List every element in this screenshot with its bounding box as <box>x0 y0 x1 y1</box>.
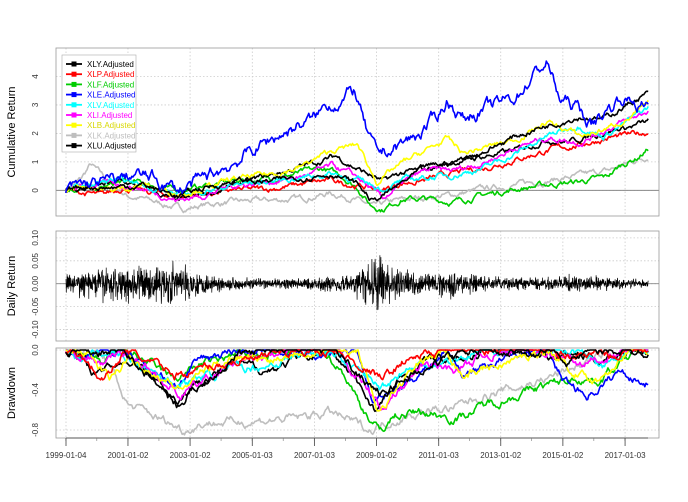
xtick-label: 2001-01-02 <box>107 451 148 460</box>
drawdown-line-xlk <box>65 349 649 436</box>
legend-label: XLV.Adjusted <box>87 101 134 110</box>
legend-entry: XLI.Adjusted <box>66 111 132 120</box>
legend-marker <box>71 112 77 118</box>
legend-label: XLI.Adjusted <box>87 111 132 120</box>
drawdown-line-xlu <box>65 349 649 409</box>
series-line-xly <box>65 90 649 202</box>
panel-daily-return: -0.10 -0.05 0.00 0.05 0.10 Daily Return <box>6 230 660 342</box>
legend-label: XLF.Adjusted <box>87 80 134 89</box>
xtick-label: 1999-01-04 <box>46 451 87 460</box>
legend-entry: XLK.Adjusted <box>66 131 135 140</box>
ytick-label: 4 <box>31 74 40 79</box>
ytick-label: -0.10 <box>31 320 40 339</box>
yaxis-cumulative: 0 1 2 3 4 <box>31 74 40 193</box>
ytick-label: 0.05 <box>31 252 40 268</box>
series-cumulative <box>64 60 649 214</box>
ytick-label: -0.05 <box>31 297 40 316</box>
xtick-label: 2005-01-03 <box>232 451 273 460</box>
ytick-label: 0.00 <box>31 275 40 291</box>
xtick-label: 2015-01-02 <box>542 451 583 460</box>
frame-daily <box>55 230 660 342</box>
legend-entry: XLV.Adjusted <box>66 101 134 110</box>
legend-entry: XLP.Adjusted <box>66 70 134 79</box>
legend-marker <box>71 61 77 67</box>
legend-marker <box>71 81 77 87</box>
series-line-xlp <box>65 129 649 199</box>
legend-label: XLK.Adjusted <box>87 131 135 140</box>
ytick-label: -0.4 <box>31 383 40 397</box>
frame-cumulative <box>55 47 660 217</box>
ytick-label: 3 <box>31 102 40 107</box>
ylabel-daily: Daily Return <box>6 256 18 317</box>
ylabel-drawdown: Drawdown <box>6 367 18 419</box>
series-drawdown <box>64 349 649 436</box>
legend-label: XLP.Adjusted <box>87 70 134 79</box>
legend-marker <box>71 143 77 149</box>
legend-label: XLB.Adjusted <box>87 121 135 130</box>
drawdown-line-xlb <box>65 349 649 412</box>
xtick-label: 2017-01-03 <box>605 451 646 460</box>
ytick-label: -0.8 <box>31 423 40 437</box>
ytick-label: 0.10 <box>31 230 40 246</box>
series-line-xlu <box>65 118 649 202</box>
panel-cumulative-return: 0 1 2 3 4 Cumulative Return XLY.AdjustedXLP.… <box>6 47 660 217</box>
panel-drawdown: -0.8 -0.4 0.0 Drawdown <box>6 344 660 439</box>
legend-marker <box>71 102 77 108</box>
xaxis: 1999-01-04 2001-01-02 2003-01-02 2005-01-03… <box>46 437 648 460</box>
legend-marker <box>71 132 77 138</box>
ytick-label: 0.0 <box>31 344 40 356</box>
legend-marker <box>71 92 77 98</box>
legend-entry: XLU.Adjusted <box>66 142 136 151</box>
series-line-xle <box>64 60 649 194</box>
yaxis-drawdown: -0.8 -0.4 0.0 <box>31 344 40 437</box>
legend-marker <box>71 71 77 77</box>
legend-entry: XLY.Adjusted <box>66 60 134 69</box>
legend-label: XLY.Adjusted <box>87 60 134 69</box>
ylabel-cumulative: Cumulative Return <box>6 86 18 177</box>
legend-marker <box>71 122 77 128</box>
xtick-label: 2013-01-02 <box>480 451 521 460</box>
xtick-label: 2009-01-02 <box>356 451 397 460</box>
xtick-label: 2007-01-03 <box>294 451 335 460</box>
legend-entry: XLF.Adjusted <box>66 80 134 89</box>
xtick-label: 2011-01-03 <box>419 451 460 460</box>
ytick-label: 2 <box>31 131 40 136</box>
xtick-label: 2003-01-02 <box>170 451 211 460</box>
ytick-label: 1 <box>31 159 40 164</box>
legend-entry: XLE.Adjusted <box>66 91 135 100</box>
yaxis-daily: -0.10 -0.05 0.00 0.05 0.10 <box>31 230 40 339</box>
legend-entry: XLB.Adjusted <box>66 121 135 130</box>
drawdown-line-xly <box>65 349 649 413</box>
legend-label: XLE.Adjusted <box>87 91 135 100</box>
series-line-xlk <box>64 158 649 214</box>
ytick-label: 0 <box>31 188 40 193</box>
daily-return-series <box>65 255 649 311</box>
legend-label: XLU.Adjusted <box>87 142 136 151</box>
